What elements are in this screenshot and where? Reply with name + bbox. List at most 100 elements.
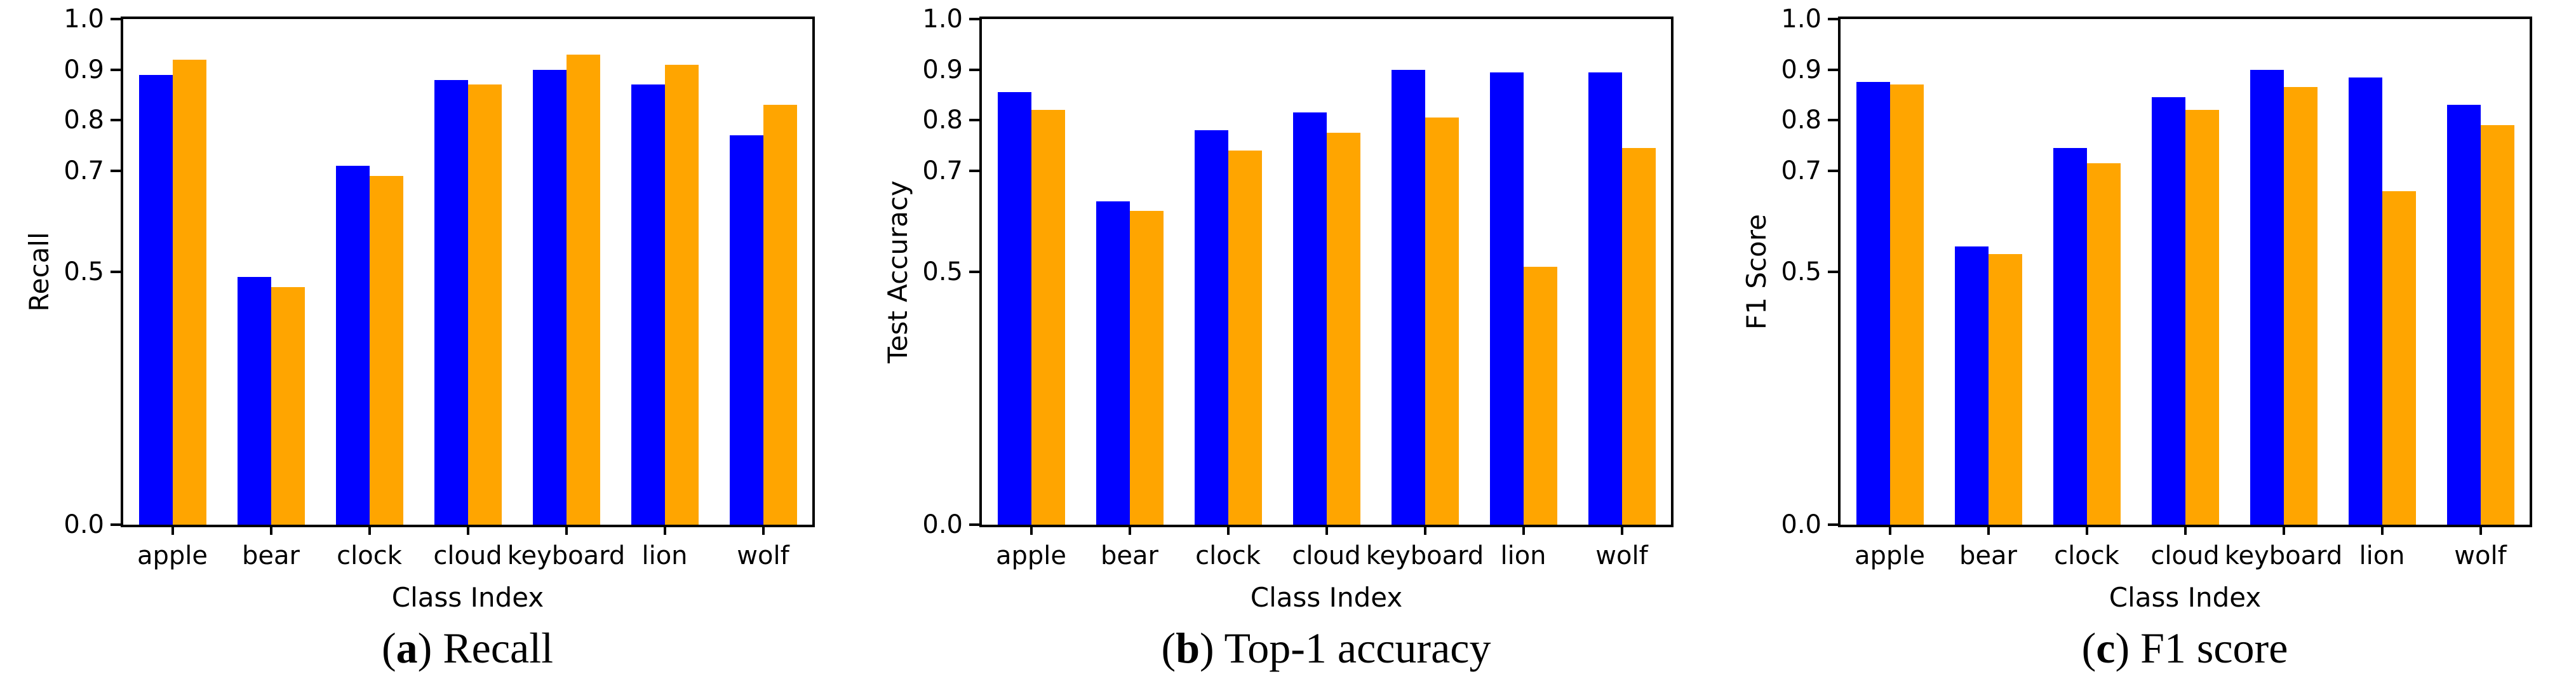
x-tick-mark [2479, 525, 2482, 535]
y-tick-mark [969, 271, 979, 273]
caption-letter: b [1176, 624, 1200, 672]
bar-orange-keyboard [567, 55, 600, 525]
bar-blue-lion [1490, 72, 1524, 525]
bar-blue-keyboard [1392, 70, 1425, 525]
caption-text: Recall [443, 624, 553, 672]
y-tick-label: 0.0 [922, 510, 963, 539]
x-tick-label: bear [1101, 541, 1158, 570]
x-tick-label: lion [641, 541, 688, 570]
bar-orange-clock [370, 176, 403, 525]
x-tick-mark [1423, 525, 1426, 535]
x-tick-mark [171, 525, 174, 535]
chart-panel-top1-accuracy: Test Accuracy Class Index (b) Top-1 accu… [859, 0, 1717, 700]
bar-blue-bear [1955, 246, 1989, 525]
y-tick-mark [1828, 119, 1838, 122]
y-tick-label: 0.5 [64, 257, 104, 286]
x-tick-label: bear [1959, 541, 2017, 570]
caption-letter: a [396, 624, 418, 672]
bar-blue-cloud [434, 80, 468, 525]
y-tick-label: 0.0 [64, 510, 104, 539]
bar-orange-lion [1524, 267, 1557, 525]
x-tick-label: keyboard [1365, 541, 1484, 570]
x-tick-label: wolf [2454, 541, 2507, 570]
caption-paren-close: ) [2115, 624, 2130, 672]
y-tick-mark [111, 18, 121, 20]
bar-blue-keyboard [2250, 70, 2284, 525]
caption-text: F1 score [2140, 624, 2288, 672]
y-tick-label: 0.7 [1781, 156, 1821, 185]
x-axis-title: Class Index [2109, 582, 2262, 613]
x-tick-mark [1987, 525, 1990, 535]
x-tick-mark [1888, 525, 1891, 535]
bar-orange-apple [1031, 110, 1065, 525]
bar-orange-clock [1228, 151, 1262, 525]
figure-caption: (c) F1 score [1867, 621, 2502, 675]
y-tick-label: 1.0 [64, 4, 104, 34]
y-tick-label: 0.0 [1781, 510, 1821, 539]
chart-panel-recall: Recall Class Index (a) Recall 0.0 0.5 0.7 0… [0, 0, 859, 700]
bar-orange-keyboard [2284, 87, 2318, 525]
bar-orange-lion [2382, 191, 2416, 525]
y-tick-label: 0.5 [922, 257, 963, 286]
chart-panel-f1-score: F1 Score Class Index (c) F1 score 0.0 0.5… [1717, 0, 2576, 700]
bar-orange-wolf [1622, 148, 1656, 525]
y-tick-mark [969, 119, 979, 122]
bar-blue-clock [2053, 148, 2087, 525]
bar-blue-keyboard [533, 70, 567, 525]
y-tick-label: 0.8 [922, 105, 963, 135]
y-tick-mark [111, 119, 121, 122]
bar-orange-lion [665, 65, 699, 525]
y-tick-mark [111, 523, 121, 526]
x-tick-mark [2085, 525, 2088, 535]
x-tick-mark [1030, 525, 1033, 535]
x-tick-label: keyboard [2224, 541, 2343, 570]
x-tick-label: apple [1854, 541, 1925, 570]
y-tick-label: 0.8 [1781, 105, 1821, 135]
y-tick-mark [111, 169, 121, 172]
bar-blue-apple [998, 92, 1031, 525]
bar-blue-wolf [2447, 105, 2481, 525]
caption-letter: c [2096, 624, 2116, 672]
x-tick-label: cloud [2150, 541, 2220, 570]
y-tick-mark [969, 68, 979, 71]
x-tick-label: clock [2054, 541, 2119, 570]
bar-orange-bear [1989, 254, 2022, 525]
bar-blue-lion [631, 84, 665, 525]
x-tick-mark [1226, 525, 1230, 535]
bar-orange-apple [1890, 84, 1924, 525]
bar-blue-wolf [1588, 72, 1622, 525]
caption-text: Top-1 accuracy [1224, 624, 1491, 672]
y-tick-mark [969, 169, 979, 172]
y-tick-mark [1828, 169, 1838, 172]
y-tick-label: 0.7 [64, 156, 104, 185]
x-tick-label: bear [242, 541, 300, 570]
x-tick-mark [761, 525, 765, 535]
x-axis-title: Class Index [1250, 582, 1403, 613]
figure-caption: (b) Top-1 accuracy [1009, 621, 1644, 675]
y-tick-label: 0.5 [1781, 257, 1821, 286]
x-tick-label: cloud [1292, 541, 1361, 570]
x-tick-label: cloud [433, 541, 502, 570]
x-tick-mark [2282, 525, 2285, 535]
bar-orange-wolf [2481, 125, 2514, 525]
x-tick-label: apple [995, 541, 1066, 570]
x-tick-label: clock [337, 541, 402, 570]
bar-blue-lion [2349, 77, 2382, 525]
y-tick-label: 0.8 [64, 105, 104, 135]
x-tick-label: lion [2359, 541, 2405, 570]
x-tick-mark [663, 525, 666, 535]
x-tick-mark [466, 525, 469, 535]
bar-blue-apple [139, 75, 173, 525]
y-tick-mark [111, 271, 121, 273]
x-tick-mark [269, 525, 272, 535]
bar-blue-bear [238, 277, 271, 525]
y-tick-mark [969, 523, 979, 526]
bar-orange-apple [173, 60, 206, 525]
x-tick-label: wolf [737, 541, 789, 570]
caption-paren-open: ( [382, 624, 396, 672]
caption-paren-close: ) [1200, 624, 1214, 672]
x-tick-mark [1128, 525, 1131, 535]
bar-orange-cloud [1327, 133, 1360, 525]
x-tick-mark [2184, 525, 2187, 535]
y-tick-mark [1828, 523, 1838, 526]
